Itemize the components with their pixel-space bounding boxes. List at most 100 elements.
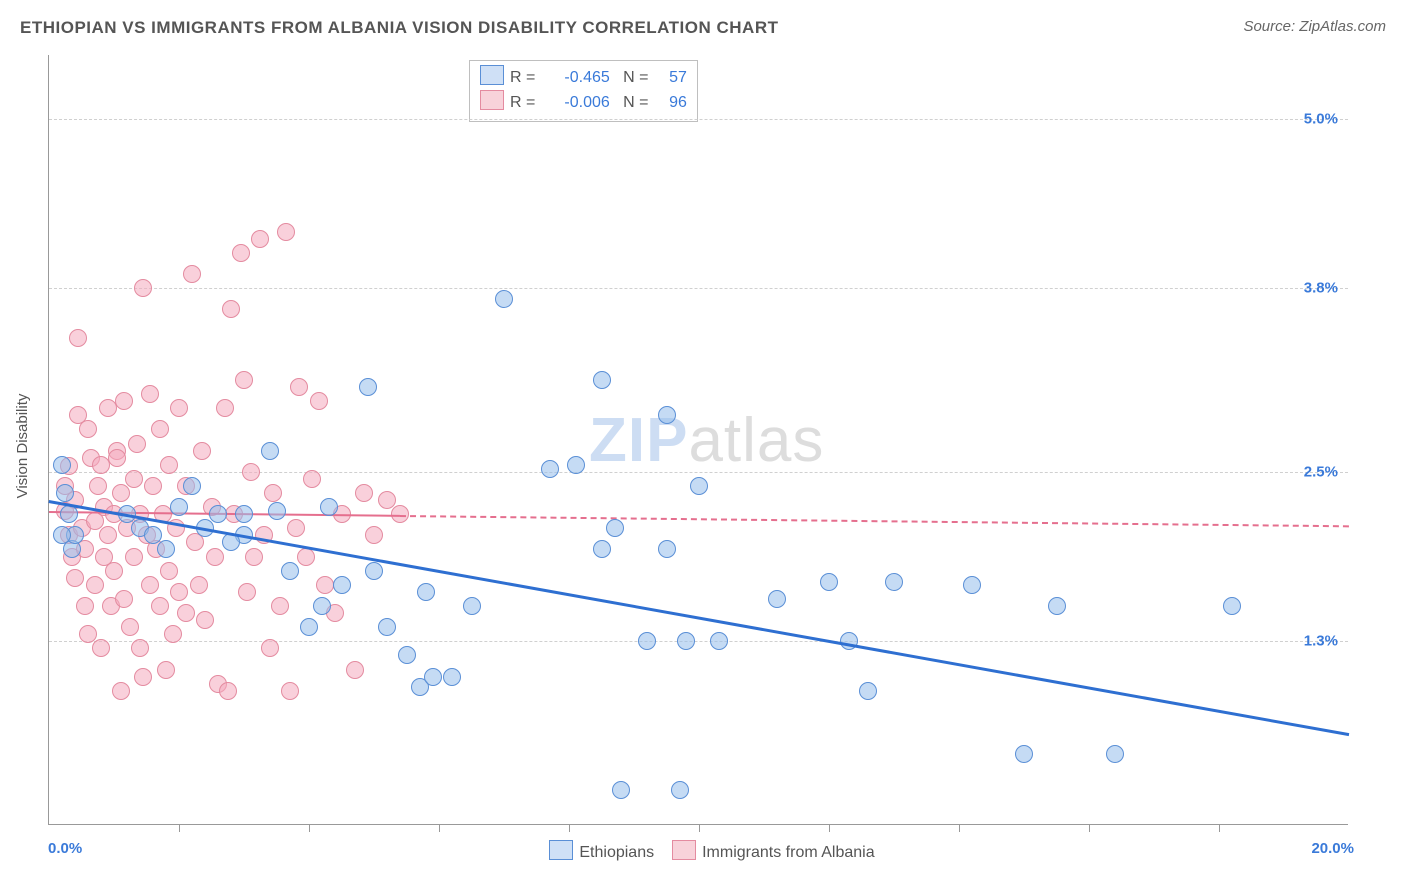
legend-swatch (480, 65, 504, 85)
blue-marker (658, 540, 676, 558)
blue-marker (359, 378, 377, 396)
xaxis-tick (179, 824, 180, 832)
blue-marker (677, 632, 695, 650)
blue-marker (463, 597, 481, 615)
blue-marker (268, 502, 286, 520)
blue-marker (495, 290, 513, 308)
pink-marker (346, 661, 364, 679)
blue-marker (1106, 745, 1124, 763)
yaxis-tick-label: 3.8% (1304, 280, 1338, 297)
blue-marker (606, 519, 624, 537)
blue-marker (313, 597, 331, 615)
blue-marker (157, 540, 175, 558)
pink-marker (131, 639, 149, 657)
xaxis-tick (1219, 824, 1220, 832)
pink-marker (193, 442, 211, 460)
pink-marker (245, 548, 263, 566)
pink-marker (157, 661, 175, 679)
pink-marker (141, 385, 159, 403)
pink-marker (196, 611, 214, 629)
pink-marker (232, 244, 250, 262)
blue-marker (424, 668, 442, 686)
blue-marker (638, 632, 656, 650)
n-label: N = (623, 69, 648, 86)
gridline (49, 119, 1348, 120)
pink-marker (281, 682, 299, 700)
blue-marker (658, 406, 676, 424)
r-label: R = (510, 94, 535, 111)
blue-marker (398, 646, 416, 664)
xaxis-tick (699, 824, 700, 832)
legend-swatch (549, 840, 573, 860)
pink-marker (151, 597, 169, 615)
blue-marker (820, 573, 838, 591)
blue-marker (541, 460, 559, 478)
yaxis-tick-label: 1.3% (1304, 633, 1338, 650)
pink-marker (238, 583, 256, 601)
pink-marker (277, 223, 295, 241)
blue-marker (1015, 745, 1033, 763)
pink-marker (160, 562, 178, 580)
blue-marker (885, 573, 903, 591)
blue-marker (671, 781, 689, 799)
blue-marker (443, 668, 461, 686)
legend-swatch (672, 840, 696, 860)
pink-marker (128, 435, 146, 453)
pink-marker (287, 519, 305, 537)
gridline (49, 288, 1348, 289)
pink-marker (235, 371, 253, 389)
pink-marker (89, 477, 107, 495)
pink-marker (134, 279, 152, 297)
blue-marker (170, 498, 188, 516)
legend-series-label: Ethiopians (579, 844, 654, 861)
pink-marker (303, 470, 321, 488)
n-label: N = (623, 94, 648, 111)
blue-marker (593, 540, 611, 558)
pink-marker (206, 548, 224, 566)
blue-marker (690, 477, 708, 495)
pink-marker (79, 420, 97, 438)
n-value: 57 (653, 66, 687, 90)
series-legend: EthiopiansImmigrants from Albania (0, 840, 1406, 862)
blue-marker (53, 526, 71, 544)
pink-marker (290, 378, 308, 396)
pink-marker (121, 618, 139, 636)
pink-marker (170, 583, 188, 601)
yaxis-tick-label: 2.5% (1304, 463, 1338, 480)
blue-marker (281, 562, 299, 580)
chart-title: ETHIOPIAN VS IMMIGRANTS FROM ALBANIA VIS… (20, 18, 779, 37)
r-label: R = (510, 69, 535, 86)
pink-marker (115, 590, 133, 608)
blue-marker (60, 505, 78, 523)
blue-marker (1223, 597, 1241, 615)
watermark: ZIPatlas (589, 405, 824, 476)
pink-marker (125, 470, 143, 488)
pink-marker (310, 392, 328, 410)
pink-marker (261, 639, 279, 657)
pink-marker (251, 230, 269, 248)
pink-marker (92, 639, 110, 657)
pink-marker (216, 399, 234, 417)
pink-marker (160, 456, 178, 474)
blue-marker (1048, 597, 1066, 615)
blue-trendline (48, 500, 1349, 736)
pink-marker (115, 392, 133, 410)
yaxis-label: Vision Disability (14, 394, 31, 499)
n-value: 96 (653, 91, 687, 115)
blue-marker (235, 505, 253, 523)
xaxis-tick (439, 824, 440, 832)
correlation-legend: R = -0.465 N = 57R = -0.006 N = 96 (469, 60, 698, 122)
blue-marker (378, 618, 396, 636)
blue-marker (612, 781, 630, 799)
scatter-plot: ZIPatlas R = -0.465 N = 57R = -0.006 N =… (48, 55, 1348, 825)
xaxis-tick (569, 824, 570, 832)
pink-marker (190, 576, 208, 594)
pink-marker (99, 526, 117, 544)
pink-marker (151, 420, 169, 438)
blue-marker (417, 583, 435, 601)
yaxis-tick-label: 5.0% (1304, 110, 1338, 127)
legend-row: R = -0.465 N = 57 (480, 65, 687, 90)
pink-marker (355, 484, 373, 502)
pink-marker (271, 597, 289, 615)
blue-marker (261, 442, 279, 460)
